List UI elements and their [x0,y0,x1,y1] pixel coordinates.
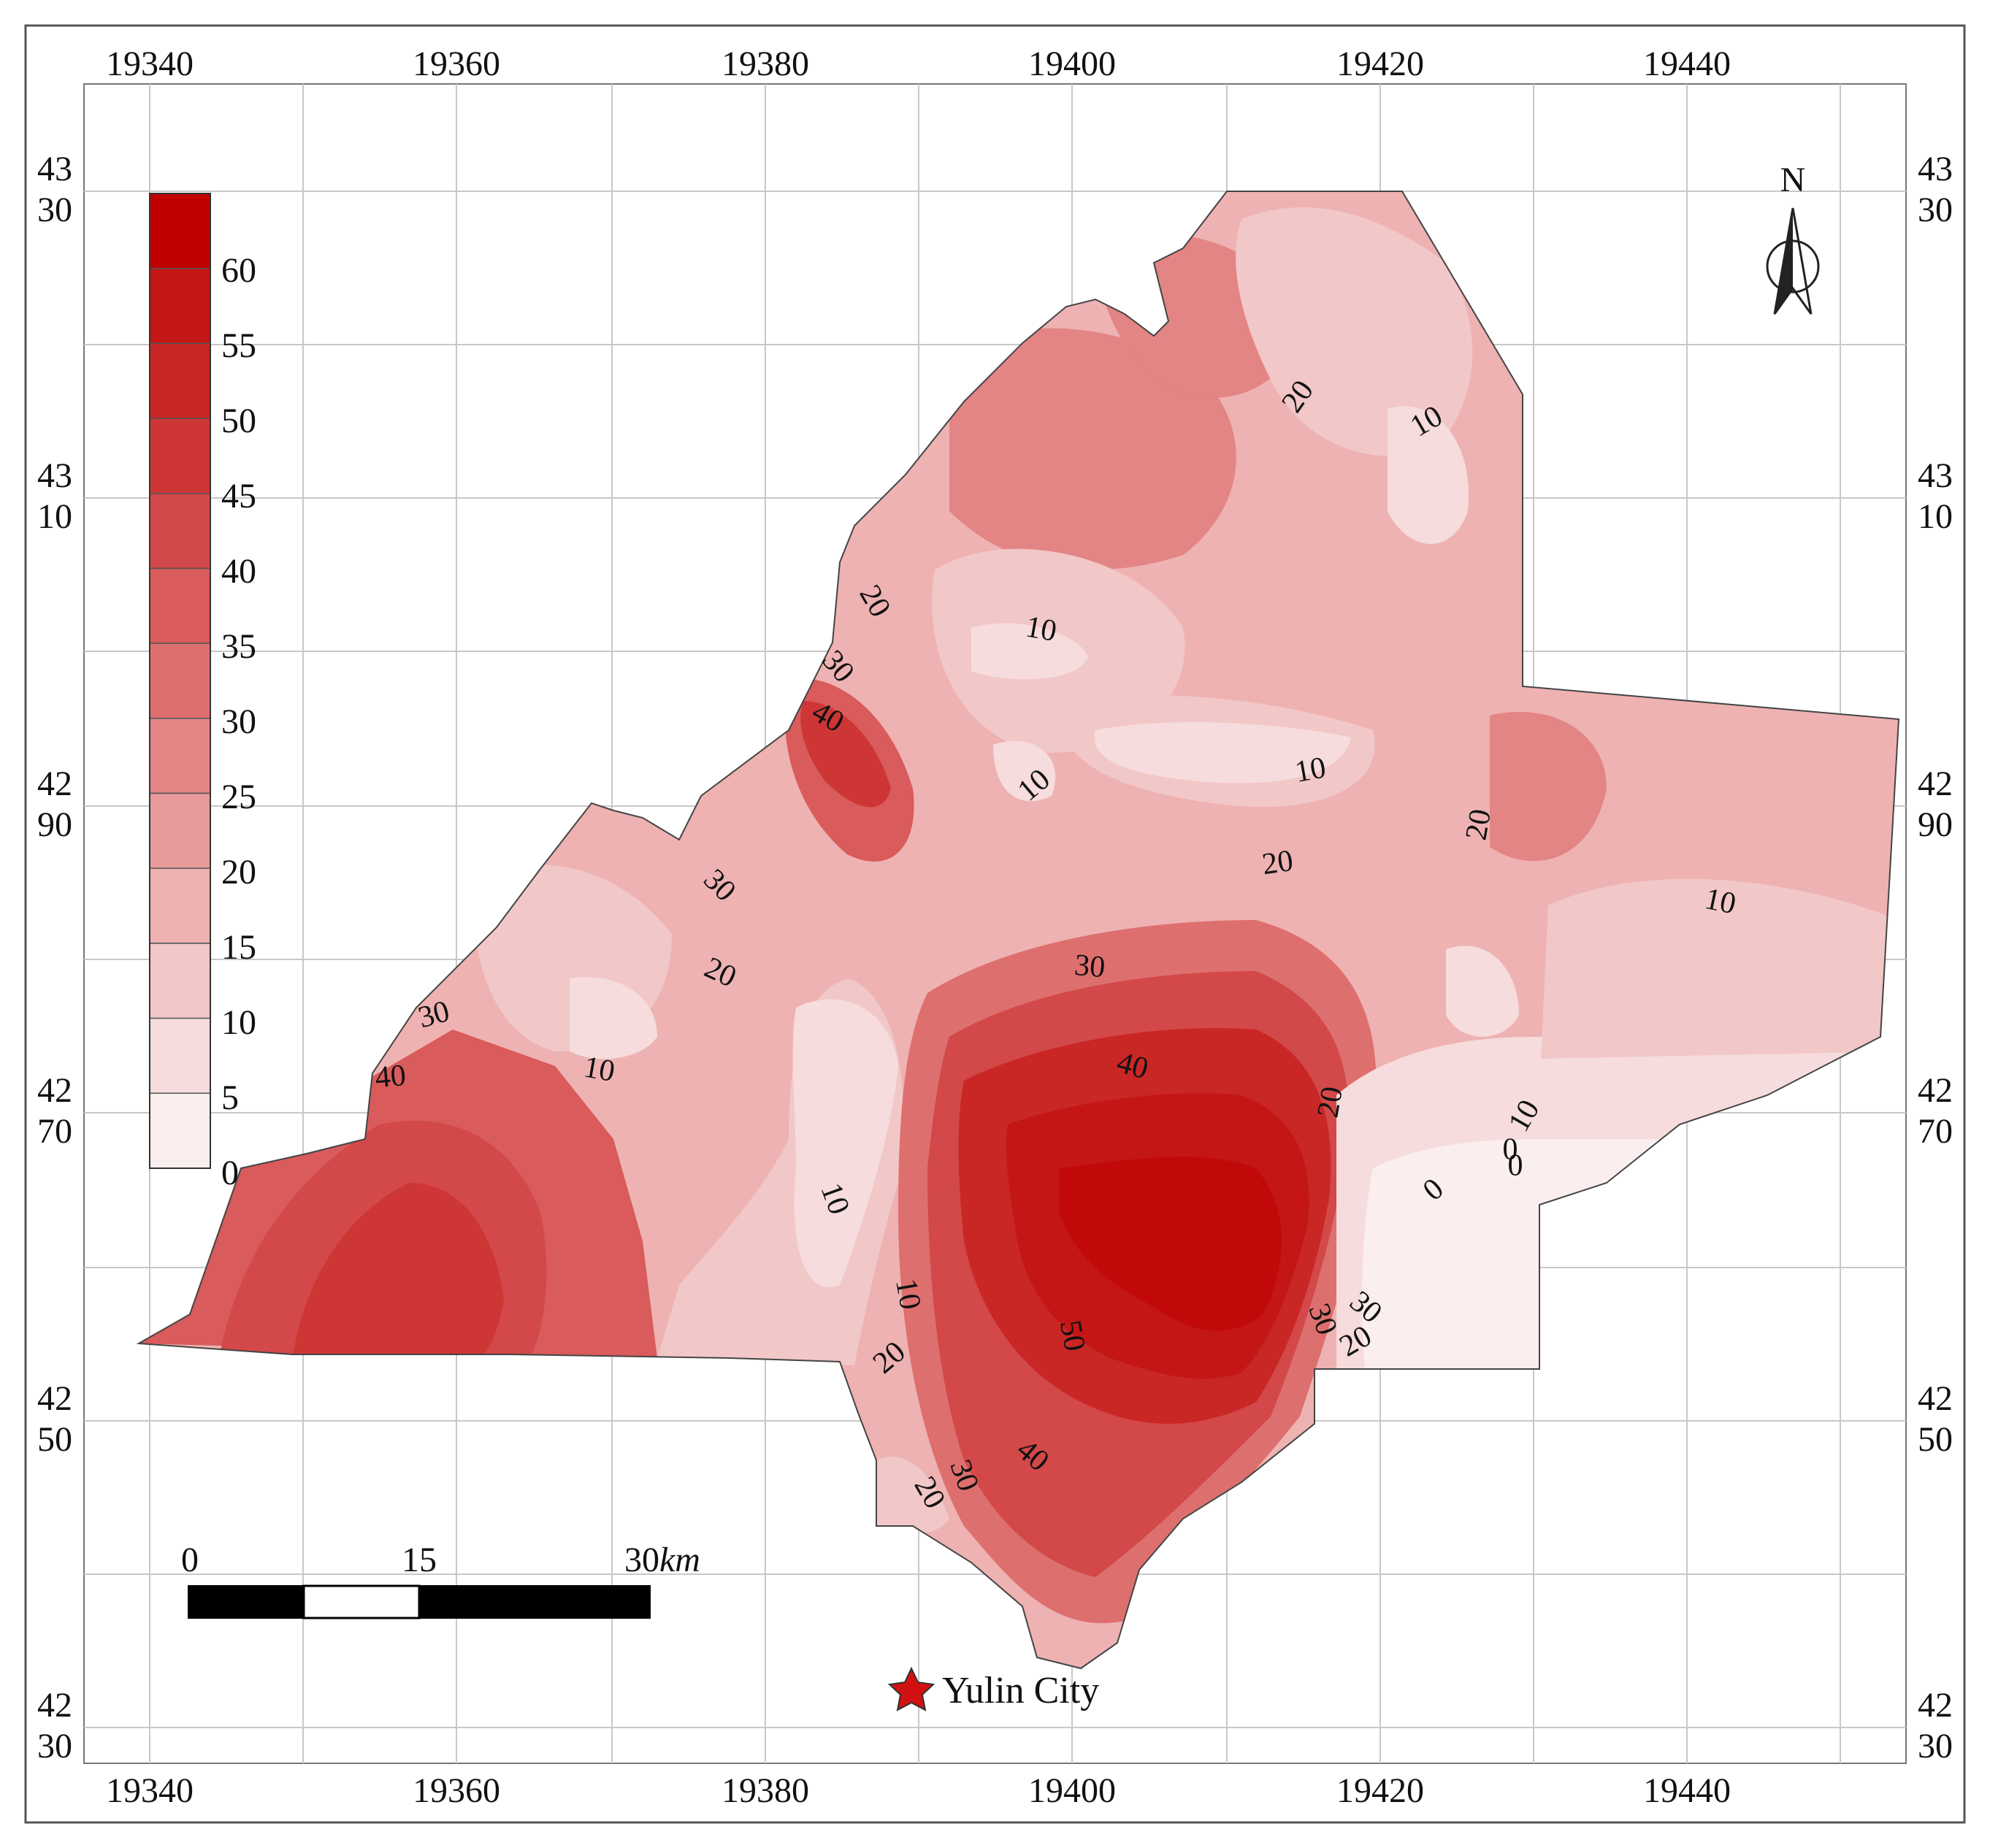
y-tick-label: 43 [1918,456,1953,495]
legend-swatch [149,792,211,869]
contour-label: 10 [889,1276,927,1312]
scale-label: 15 [402,1541,437,1579]
y-tick-label: 42 [37,1379,72,1418]
scale-label: 30km [624,1541,700,1579]
legend-label: 20 [221,853,256,892]
x-axis-bottom: 19340 19360 19380 19400 19420 19440 [106,1771,1731,1810]
legend-swatch [149,1092,211,1169]
city-marker: Yulin City [887,1666,1099,1711]
contour-label: 20 [1459,807,1498,843]
legend-swatch [149,193,211,269]
y-tick-label: 42 [1918,1071,1953,1110]
legend-label: 60 [221,251,256,290]
city-label: Yulin City [942,1670,1099,1711]
contour-label: 20 [1311,1084,1350,1120]
legend-label: 5 [221,1078,239,1117]
y-axis-right: 43 30 43 10 42 90 42 70 42 50 42 30 [1918,150,1953,1765]
x-tick-label: 19400 [1028,1771,1116,1810]
y-tick-label: 10 [1918,497,1953,536]
legend-label: 10 [221,1003,256,1042]
contour-label: 50 [1053,1318,1092,1354]
legend-swatches [149,193,211,1169]
legend-label: 45 [221,477,256,515]
y-tick-label: 70 [37,1112,72,1151]
contour-label: 10 [1293,751,1328,789]
y-tick-label: 90 [37,805,72,844]
y-tick-label: 30 [37,191,72,229]
y-tick-label: 42 [37,764,72,803]
contour-label: 10 [581,1050,617,1089]
x-tick-label: 19340 [106,45,194,83]
y-tick-label: 42 [1918,1686,1953,1725]
region-boundary [136,191,1900,1670]
x-axis-top: 19340 19360 19380 19400 19420 19440 [106,45,1731,83]
y-axis-left: 43 30 43 10 42 90 42 70 42 50 42 30 [37,150,72,1765]
y-tick-label: 50 [37,1420,72,1459]
y-tick-label: 30 [1918,1727,1953,1765]
legend-label: 55 [221,326,256,365]
legend-labels: 60 55 50 45 40 35 30 25 20 15 10 5 0 [221,251,256,1192]
legend-frame [149,193,211,1169]
legend-label: 50 [221,402,256,440]
contour-label: 30 [1073,948,1106,984]
legend-swatch [149,493,211,570]
x-tick-label: 19380 [722,45,809,83]
contour-label: 10 [1702,882,1739,921]
x-tick-label: 19440 [1643,45,1731,83]
y-tick-label: 42 [1918,1379,1953,1418]
contour-label: 40 [374,1059,407,1094]
legend-label: 40 [221,552,256,591]
scale-segment [188,1585,305,1619]
x-tick-label: 19420 [1336,1771,1424,1810]
legend-label: 0 [221,1154,239,1192]
y-tick-label: 43 [37,456,72,495]
legend-label: 35 [221,627,256,666]
contour-label: 10 [1023,610,1059,648]
y-tick-label: 70 [1918,1112,1953,1151]
star-icon [887,1666,935,1711]
x-tick-label: 19340 [106,1771,194,1810]
legend-swatch [149,943,211,1019]
y-tick-label: 43 [1918,150,1953,188]
legend-swatch [149,567,211,644]
north-arrow: N [1766,161,1820,315]
contour-label: 0 [1503,1133,1518,1167]
x-tick-label: 19380 [722,1771,809,1810]
y-tick-label: 42 [37,1686,72,1725]
scale-label: 0 [181,1541,199,1579]
x-tick-label: 19360 [413,1771,500,1810]
legend-swatch [149,718,211,794]
y-tick-label: 30 [37,1727,72,1765]
y-tick-label: 42 [37,1071,72,1110]
contour-label: 0 [1508,1149,1523,1183]
scale-segment [418,1585,651,1619]
legend-swatch [149,342,211,419]
y-tick-label: 43 [37,150,72,188]
scale-bar: 0 15 30km [181,1541,700,1619]
contour-label: 20 [1260,844,1296,881]
legend-swatch [149,867,211,944]
legend-label: 25 [221,778,256,816]
scale-unit: km [659,1541,700,1579]
legend-label: 30 [221,702,256,741]
y-tick-label: 30 [1918,191,1953,229]
legend-swatch [149,267,211,345]
legend-label: 15 [221,928,256,967]
outer-frame [24,24,1966,1824]
y-tick-label: 90 [1918,805,1953,844]
y-tick-label: 42 [1918,764,1953,803]
x-tick-label: 19360 [413,45,500,83]
color-legend: 60 55 50 45 40 35 30 25 20 15 10 5 0 [149,193,256,1192]
scale-segment [302,1584,421,1619]
north-label: N [1780,161,1806,199]
x-tick-label: 19420 [1336,45,1424,83]
x-tick-label: 19440 [1643,1771,1731,1810]
legend-swatch [149,1017,211,1094]
y-tick-label: 10 [37,497,72,536]
y-tick-label: 50 [1918,1420,1953,1459]
legend-swatch [149,643,211,719]
legend-swatch [149,418,211,494]
x-tick-label: 19400 [1028,45,1116,83]
